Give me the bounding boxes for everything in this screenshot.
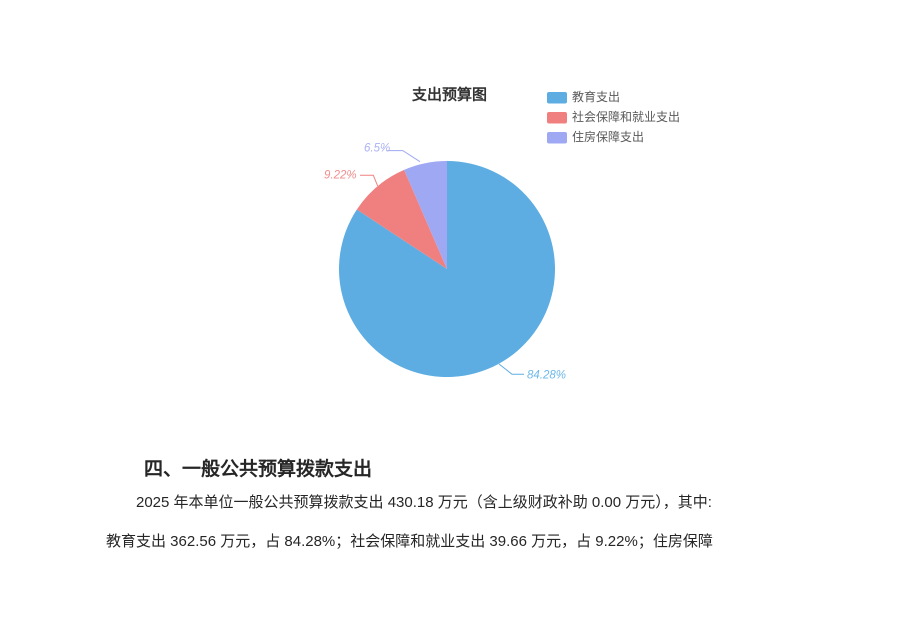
svg-text:支出预算图: 支出预算图 [411, 86, 487, 104]
svg-text:社会保障和就业支出: 社会保障和就业支出 [572, 109, 680, 124]
svg-text:教育支出: 教育支出 [572, 89, 620, 104]
svg-text:84.28%: 84.28% [527, 370, 566, 382]
svg-text:9.22%: 9.22% [324, 170, 357, 182]
svg-text:6.5%: 6.5% [364, 143, 390, 155]
svg-text:住房保障支出: 住房保障支出 [572, 129, 644, 144]
